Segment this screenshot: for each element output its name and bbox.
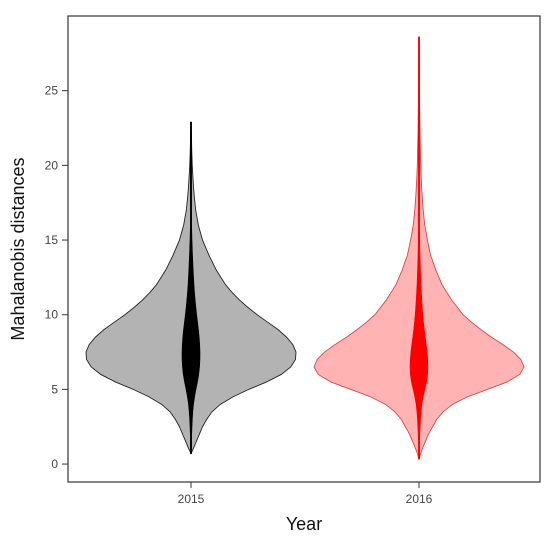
y-axis-title: Mahalanobis distances [8,157,28,340]
y-tick-label: 10 [45,308,59,322]
y-tick-label: 20 [45,158,59,172]
x-tick-label: 2015 [178,492,205,506]
y-axis: 0 5 10 15 20 25 [45,84,68,471]
x-axis: 2015 2016 [178,482,433,506]
y-tick-label: 0 [51,457,58,471]
x-axis-title: Year [286,514,322,534]
plot-layer [85,36,525,461]
y-tick-label: 15 [45,233,59,247]
plot-frame [67,15,541,483]
x-tick-label: 2016 [406,492,433,506]
y-tick-label: 5 [51,382,58,396]
y-tick-label: 25 [45,84,59,98]
